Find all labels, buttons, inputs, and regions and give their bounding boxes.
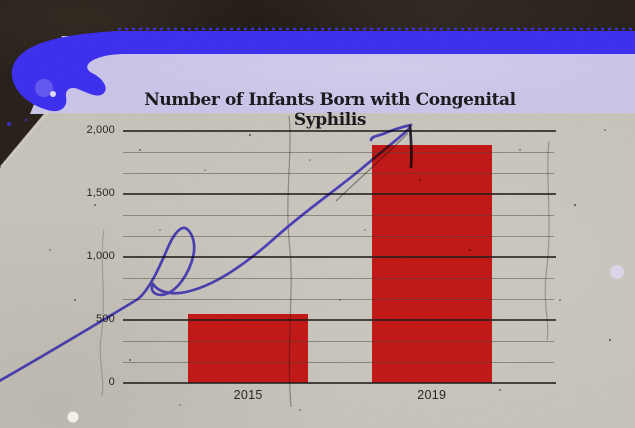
plot-area: 2015 2019 0 500 1,000 1,500 2,000 — [86, 124, 556, 402]
bar-2015 — [188, 313, 309, 383]
bar-2019 — [371, 144, 492, 383]
y-tick-label: 2,000 — [86, 124, 115, 136]
gridline-minor — [123, 278, 554, 279]
gridline-major — [123, 256, 556, 258]
gridline-major — [123, 130, 556, 132]
y-tick-label: 500 — [96, 313, 115, 325]
gridline-minor — [123, 341, 554, 342]
gridline-minor — [123, 215, 554, 216]
gridline-minor — [123, 362, 554, 363]
gridline-minor — [123, 173, 554, 174]
x-tick-label: 2019 — [417, 388, 447, 402]
y-tick-label: 0 — [108, 376, 115, 388]
gridline-minor — [123, 299, 554, 300]
gridline-major — [123, 319, 556, 321]
y-tick-label: 1,000 — [86, 250, 115, 262]
gridline-major — [123, 382, 556, 384]
x-tick-label: 2015 — [233, 388, 263, 402]
y-tick-label: 1,500 — [86, 187, 115, 199]
gridline-major — [123, 193, 556, 195]
gridline-minor — [123, 236, 554, 237]
gridline-minor — [123, 152, 554, 153]
